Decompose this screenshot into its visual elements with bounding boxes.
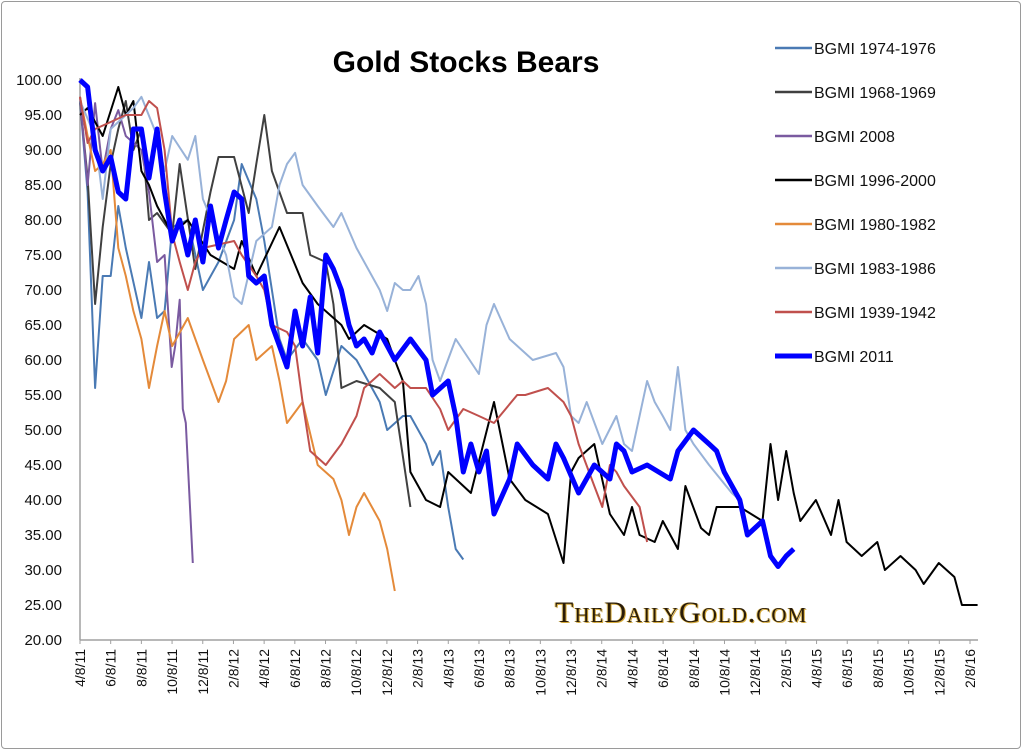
series-line-bgmi-1983-1986: [79, 95, 741, 501]
x-tick-label: 12/8/13: [563, 649, 579, 696]
series-line-bgmi-2008: [79, 96, 194, 564]
legend: BGMI 1974-1976 BGMI 1968-1969 BGMI 2008 BGM…: [775, 41, 936, 366]
legend-label: BGMI 1996-2000: [814, 173, 936, 190]
x-tick-label: 8/8/11: [133, 649, 149, 687]
series-lines: [78, 78, 978, 606]
x-tick-label: 4/8/13: [440, 649, 456, 688]
x-tick-label: 6/8/11: [103, 649, 119, 687]
legend-label: BGMI 1980-1982: [814, 217, 936, 234]
x-tick-label: 8/8/13: [502, 649, 518, 688]
x-tick-label: 10/8/15: [901, 649, 917, 696]
x-tick-label: 6/8/14: [655, 649, 671, 688]
legend-label: BGMI 1974-1976: [814, 41, 936, 58]
x-tick-label: 4/8/15: [809, 649, 825, 688]
y-tick-label: 25.00: [24, 597, 62, 614]
y-tick-label: 40.00: [24, 492, 62, 509]
x-tick-label: 4/8/11: [72, 649, 88, 687]
y-tick-label: 20.00: [24, 632, 62, 649]
x-tick-label: 6/8/13: [471, 649, 487, 688]
legend-label: BGMI 1983-1986: [814, 261, 936, 278]
x-tick-label: 2/8/15: [778, 649, 794, 688]
x-tick-label: 8/8/14: [686, 649, 702, 688]
y-tick-label: 45.00: [24, 457, 62, 474]
y-tick-label: 90.00: [24, 142, 62, 159]
x-tick-label: 12/8/11: [195, 649, 211, 695]
axes: 100.00 95.00 90.00 85.00 80.00 75.00 70.00 65.0…: [16, 72, 978, 696]
series-line-bgmi-1939-1942: [79, 96, 649, 543]
y-tick-label: 35.00: [24, 527, 62, 544]
x-tick-label: 12/8/14: [747, 649, 763, 696]
x-tick-label: 12/8/12: [379, 649, 395, 696]
x-tick-label: 10/8/13: [532, 649, 548, 696]
x-tick-label: 4/8/12: [256, 649, 272, 688]
series-line-bgmi-1980-1982: [79, 96, 396, 592]
y-tick-label: 50.00: [24, 422, 62, 439]
x-tick-label: 12/8/15: [931, 649, 947, 696]
y-tick-label: 30.00: [24, 562, 62, 579]
y-tick-label: 60.00: [24, 352, 62, 369]
x-tick-label: 8/8/12: [318, 649, 334, 688]
legend-item-bgmi-1996-2000: BGMI 1996-2000: [775, 173, 936, 190]
legend-label: BGMI 2011: [814, 349, 894, 366]
legend-item-bgmi-1980-1982: BGMI 1980-1982: [775, 217, 936, 234]
legend-item-bgmi-2008: BGMI 2008: [775, 129, 895, 146]
series-line-bgmi-1974-1976: [79, 100, 465, 561]
x-tick-label: 6/8/15: [839, 649, 855, 688]
x-tick-label: 2/8/16: [962, 649, 978, 688]
y-tick-label: 85.00: [24, 177, 62, 194]
legend-item-bgmi-1983-1986: BGMI 1983-1986: [775, 261, 936, 278]
legend-item-bgmi-1939-1942: BGMI 1939-1942: [775, 305, 936, 322]
x-tick-label: 10/8/12: [348, 649, 364, 696]
y-tick-label: 100.00: [16, 72, 62, 89]
legend-item-bgmi-2011: BGMI 2011: [775, 349, 894, 366]
x-tick-label: 10/8/11: [164, 649, 180, 695]
x-tick-label: 10/8/14: [716, 649, 732, 696]
legend-label: BGMI 1939-1942: [814, 305, 936, 322]
legend-item-bgmi-1974-1976: BGMI 1974-1976: [775, 41, 936, 58]
legend-label: BGMI 1968-1969: [814, 85, 936, 102]
x-tick-label: 2/8/13: [410, 649, 426, 688]
chart-title: Gold Stocks Bears: [333, 46, 600, 79]
y-tick-label: 70.00: [24, 282, 62, 299]
series-line-bgmi-2011: [78, 78, 796, 569]
x-tick-label: 2/8/14: [594, 649, 610, 688]
series-line-bgmi-1996-2000: [79, 86, 978, 606]
x-tick-label: 4/8/14: [624, 649, 640, 688]
x-tick-label: 8/8/15: [870, 649, 886, 688]
x-tick-label: 2/8/12: [225, 649, 241, 688]
legend-item-bgmi-1968-1969: BGMI 1968-1969: [775, 85, 936, 102]
legend-label: BGMI 2008: [814, 129, 895, 146]
y-tick-label: 55.00: [24, 387, 62, 404]
y-tick-label: 80.00: [24, 212, 62, 229]
x-tick-label: 6/8/12: [287, 649, 303, 688]
y-tick-label: 65.00: [24, 317, 62, 334]
watermark-logo: TheDailyGold.com: [555, 596, 808, 629]
y-tick-label: 75.00: [24, 247, 62, 264]
series-line-bgmi-1968-1969: [79, 100, 412, 508]
y-tick-label: 95.00: [24, 107, 62, 124]
